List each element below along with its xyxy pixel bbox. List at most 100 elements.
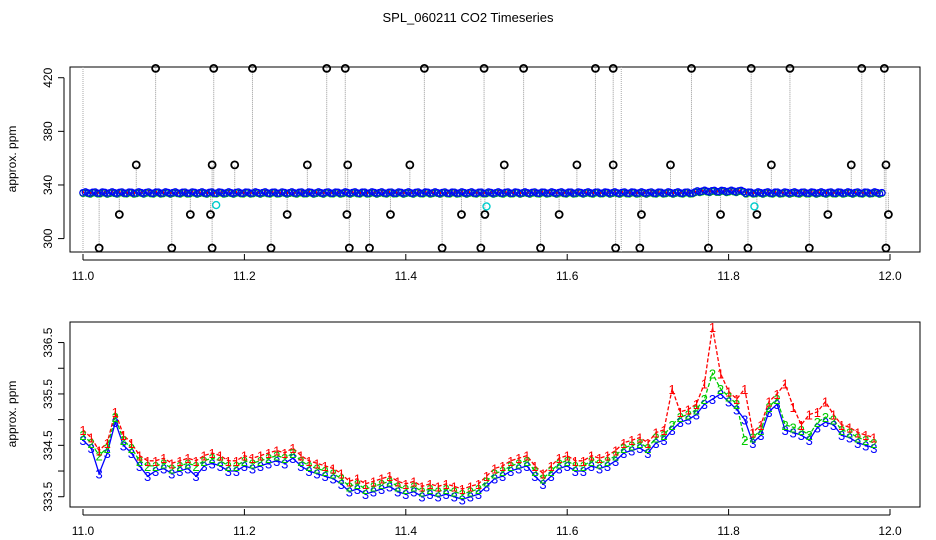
- series-3-marker: 3: [660, 433, 667, 448]
- outlier-point: [322, 63, 332, 73]
- series-1-marker: 1: [87, 431, 94, 446]
- series-3-marker: 3: [152, 464, 159, 479]
- series-2-marker: 2: [426, 482, 433, 497]
- bottom-y-tick-label: 336.5: [41, 327, 55, 357]
- series-2-marker: 2: [781, 418, 788, 433]
- series-1-marker: 1: [241, 449, 248, 464]
- series-1-marker: 1: [209, 446, 216, 461]
- series-1-marker: 1: [564, 449, 571, 464]
- series-1-marker: 1: [660, 423, 667, 438]
- series-1-marker: 1: [830, 408, 837, 423]
- series-1-marker: 1: [814, 405, 821, 420]
- series-3-marker: 3: [378, 482, 385, 497]
- outlier-point: [666, 160, 675, 170]
- series-2-marker: 2: [677, 410, 684, 425]
- series-1-marker: 1: [443, 477, 450, 492]
- series-3-marker: 3: [483, 479, 490, 494]
- outlier-point: [857, 63, 867, 73]
- series-2-marker: 2: [564, 454, 571, 469]
- series-1-marker: 1: [701, 377, 708, 392]
- series-1-marker: 1: [507, 454, 514, 469]
- bottom-x-axis: 11.0 11.2 11.4 11.6 11.8 12.0: [72, 509, 902, 538]
- outlier-point: [879, 63, 889, 73]
- series-3-marker: 3: [725, 395, 732, 410]
- series-2-marker: 2: [410, 479, 417, 494]
- top-x-tick-label: 11.6: [556, 269, 579, 283]
- series-2-marker: 2: [346, 479, 353, 494]
- series-1-marker: 1: [757, 418, 764, 433]
- bottom-y-tick-label: 334.5: [41, 430, 55, 460]
- series-2-marker: 2: [507, 459, 514, 474]
- series-1-marker: 1: [854, 425, 861, 440]
- series-2-marker: 2: [305, 459, 312, 474]
- series-2-marker: 2: [741, 433, 748, 448]
- series-1-marker: 1: [588, 449, 595, 464]
- outlier-point: [480, 210, 490, 219]
- series-3-marker: 3: [394, 485, 401, 500]
- cyan-point: [211, 200, 221, 210]
- series-3-marker: 3: [459, 492, 466, 507]
- series-1-marker: 1: [515, 451, 522, 466]
- series-3-marker: 3: [677, 415, 684, 430]
- series-2-marker: 2: [620, 441, 627, 456]
- series-3-marker: 3: [612, 454, 619, 469]
- series-2-marker: 2: [200, 454, 207, 469]
- series-1-marker: 1: [249, 451, 256, 466]
- series-2-marker: 2: [434, 485, 441, 500]
- series-3-marker: 3: [281, 456, 288, 471]
- series-3-marker: 3: [297, 459, 304, 474]
- series-3-marker: 3: [790, 425, 797, 440]
- series-3-marker: 3: [362, 487, 369, 502]
- series-3-marker: 3: [547, 469, 554, 484]
- series-1-marker: 1: [378, 472, 385, 487]
- series-1-marker: 1: [612, 443, 619, 458]
- series-2-marker: 2: [806, 428, 813, 443]
- series-1-marker: 1: [604, 449, 611, 464]
- series-2-marker: 2: [370, 479, 377, 494]
- cyan-point: [750, 202, 759, 211]
- series-2-marker: 2: [378, 477, 385, 492]
- outlier-point: [185, 210, 195, 219]
- series-1-marker: 1: [693, 397, 700, 412]
- outlier-point: [883, 210, 893, 219]
- series-3-marker: 3: [160, 461, 167, 476]
- series-3-marker: 3: [257, 459, 264, 474]
- series-2-marker: 2: [249, 456, 256, 471]
- series-2-marker: 2: [854, 431, 861, 446]
- series-3-marker: 3: [354, 482, 361, 497]
- series-1-marker: 1: [547, 459, 554, 474]
- series-2-marker: 2: [467, 485, 474, 500]
- series-1-marker: 1: [677, 405, 684, 420]
- series-2-marker: 2: [580, 459, 587, 474]
- series-2-marker: 2: [612, 449, 619, 464]
- series-2-marker: 2: [128, 441, 135, 456]
- outlier-point: [572, 160, 582, 170]
- top-x-tick-label: 12.0: [878, 269, 902, 283]
- series-2-marker: 2: [539, 472, 546, 487]
- outlier-point: [804, 243, 814, 253]
- series-1-marker: 1: [556, 451, 563, 466]
- series-2-marker: 2: [265, 451, 272, 466]
- series-3-marker: 3: [854, 436, 861, 451]
- series-3-marker: 3: [451, 490, 458, 505]
- series-1-marker: 1: [418, 479, 425, 494]
- series-3-marker: 3: [668, 423, 675, 438]
- outlier-point: [881, 243, 891, 253]
- series-1-marker: 1: [685, 402, 692, 417]
- series-2-marker: 2: [547, 464, 554, 479]
- outlier-point: [151, 63, 161, 73]
- outlier-point: [716, 210, 725, 219]
- series-2-marker: 2: [354, 477, 361, 492]
- series-3-marker: 3: [806, 433, 813, 448]
- series-3-marker: 3: [418, 490, 425, 505]
- outlier-point: [785, 63, 795, 73]
- outlier-point: [344, 243, 354, 253]
- series-2-marker: 2: [209, 451, 216, 466]
- series-2-marker: 2: [491, 467, 498, 482]
- series-1-marker: 1: [160, 451, 167, 466]
- series-2-marker: 2: [515, 456, 522, 471]
- series-3-marker: 3: [265, 456, 272, 471]
- series-1-marker: 1: [313, 456, 320, 471]
- series-1-marker: 1: [338, 467, 345, 482]
